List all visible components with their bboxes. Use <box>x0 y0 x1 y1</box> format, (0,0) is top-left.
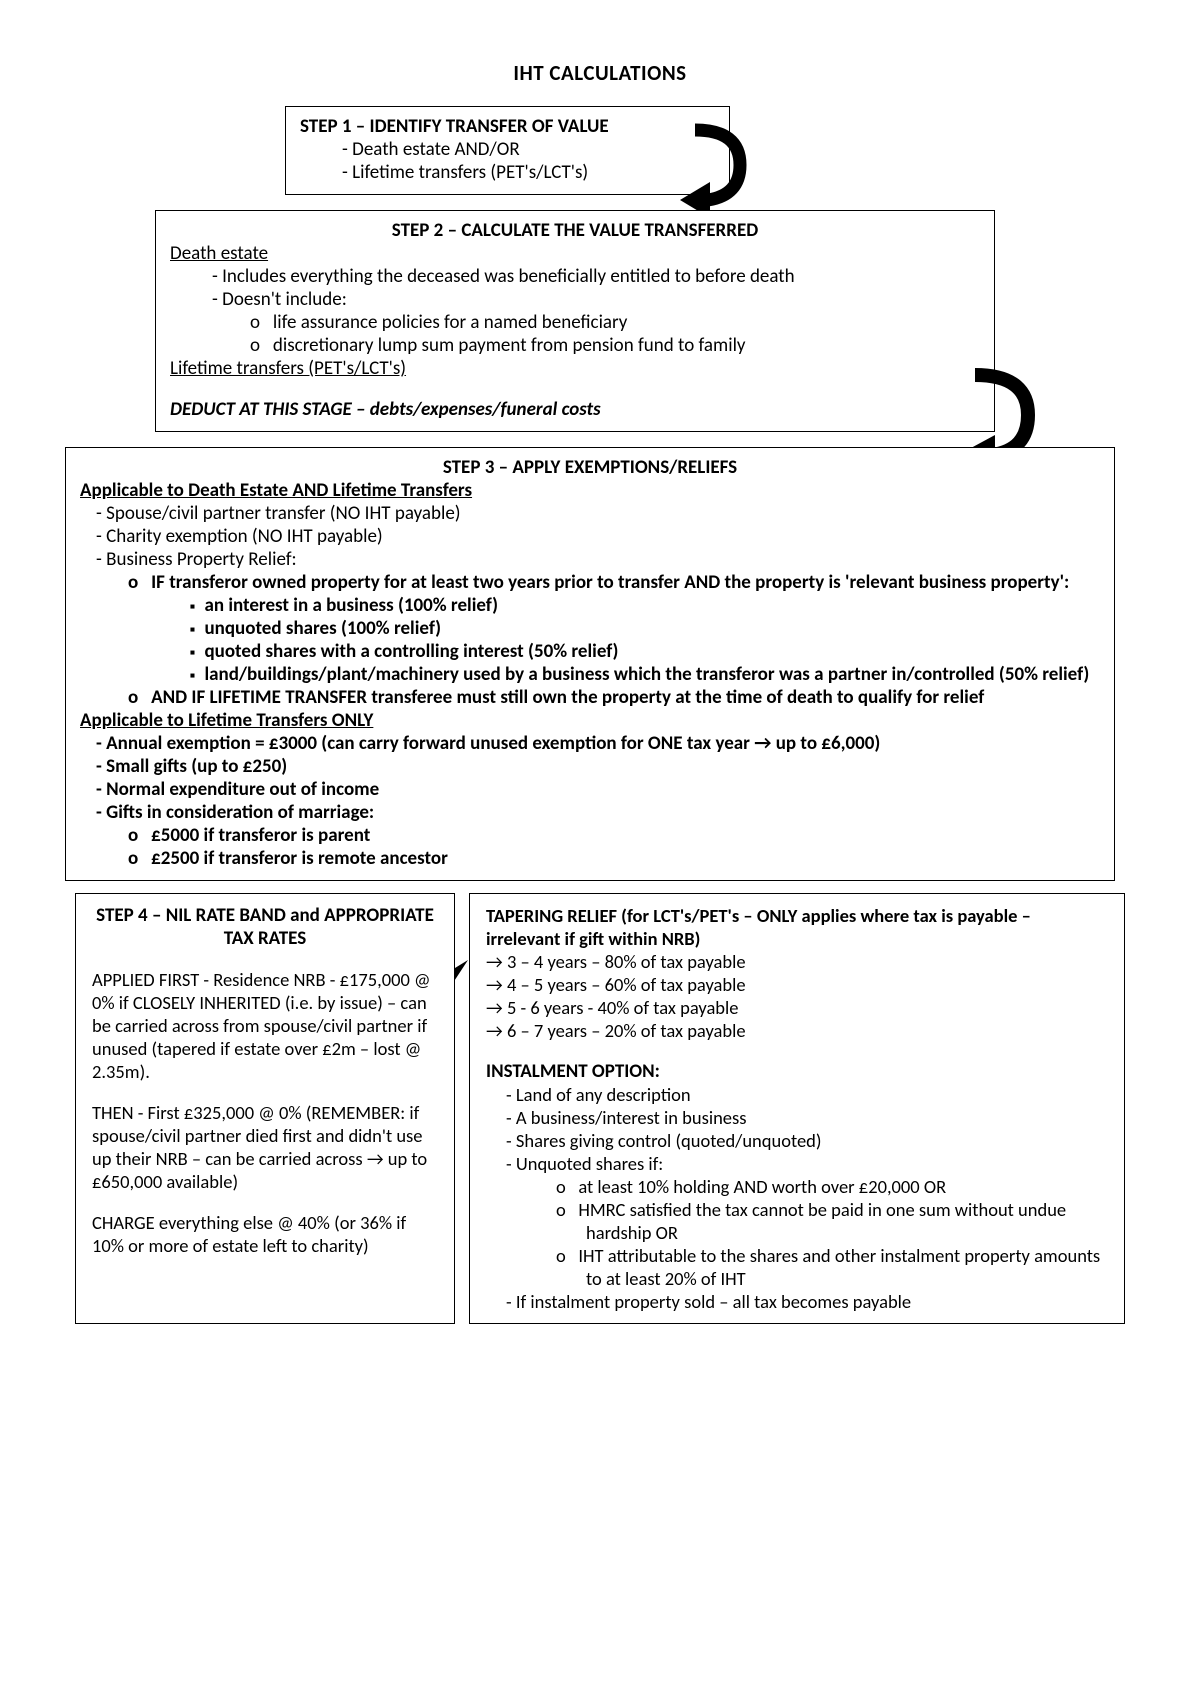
tapering-band: 5 - 6 years - 40% of tax payable <box>486 996 1108 1019</box>
tapering-header: TAPERING RELIEF (for LCT's/PET's – ONLY … <box>486 904 1108 950</box>
step3-bpr-types: an interest in a business (100% relief) … <box>80 594 1100 686</box>
list-item: IHT attributable to the shares and other… <box>486 1244 1108 1290</box>
tapering-band: 3 – 4 years – 80% of tax payable <box>486 950 1108 973</box>
step3-bpr-if: IF transferor owned property for at leas… <box>80 571 1100 594</box>
list-item: Death estate AND/OR <box>300 138 715 161</box>
list-item: £5000 if transferor is parent <box>80 824 1100 847</box>
instalment-list: Land of any description A business/inter… <box>486 1083 1108 1175</box>
step3-a-list: Spouse/civil partner transfer (NO IHT pa… <box>80 502 1100 571</box>
list-item: A business/interest in business <box>486 1106 1108 1129</box>
step4-p1: APPLIED FIRST - Residence NRB - £175,000… <box>92 968 438 1083</box>
tapering-band: 4 – 5 years – 60% of tax payable <box>486 973 1108 996</box>
list-item: If instalment property sold – all tax be… <box>486 1290 1108 1313</box>
list-item: Shares giving control (quoted/unquoted) <box>486 1129 1108 1152</box>
list-item: HMRC satisfied the tax cannot be paid in… <box>486 1198 1108 1244</box>
step2-death-estate-label: Death estate <box>170 242 980 265</box>
list-item: Includes everything the deceased was ben… <box>170 265 980 288</box>
step4-p3: CHARGE everything else @ 40% (or 36% if … <box>92 1211 438 1257</box>
list-item: Normal expenditure out of income <box>80 778 1100 801</box>
step2-deduct: DEDUCT AT THIS STAGE – debts/expenses/fu… <box>170 398 980 421</box>
list-item: Annual exemption = £3000 (can carry forw… <box>80 732 1100 755</box>
step3-bpr-andif: AND IF LIFETIME TRANSFER transferee must… <box>80 686 1100 709</box>
step1-header: STEP 1 – IDENTIFY TRANSFER OF VALUE <box>300 115 715 138</box>
list-item: Charity exemption (NO IHT payable) <box>80 525 1100 548</box>
step4-header: STEP 4 – NIL RATE BAND and APPROPRIATE T… <box>92 904 438 950</box>
list-item: IF transferor owned property for at leas… <box>80 571 1100 594</box>
step3-b-list: Annual exemption = £3000 (can carry forw… <box>80 732 1100 824</box>
step1-box: STEP 1 – IDENTIFY TRANSFER OF VALUE Deat… <box>285 106 730 195</box>
step4-row: STEP 4 – NIL RATE BAND and APPROPRIATE T… <box>75 893 1125 1324</box>
list-item: Spouse/civil partner transfer (NO IHT pa… <box>80 502 1100 525</box>
step2-death-list: Includes everything the deceased was ben… <box>170 265 980 311</box>
step3-section-a-label: Applicable to Death Estate AND Lifetime … <box>80 479 1100 502</box>
unquoted-conditions: at least 10% holding AND worth over £20,… <box>486 1175 1108 1290</box>
step3-marriage-list: £5000 if transferor is parent £2500 if t… <box>80 824 1100 870</box>
list-item: Lifetime transfers (PET's/LCT's) <box>300 161 715 184</box>
page: IHT CALCULATIONS STEP 1 – IDENTIFY TRANS… <box>0 0 1200 1698</box>
step2-box: STEP 2 – CALCULATE THE VALUE TRANSFERRED… <box>155 210 995 432</box>
list-item: unquoted shares (100% relief) <box>80 617 1100 640</box>
step2-header: STEP 2 – CALCULATE THE VALUE TRANSFERRED <box>170 219 980 242</box>
step2-lifetime-label: Lifetime transfers (PET's/LCT's) <box>170 357 980 380</box>
list-item: life assurance policies for a named bene… <box>170 311 980 334</box>
list-item: Small gifts (up to £250) <box>80 755 1100 778</box>
step3-box: STEP 3 – APPLY EXEMPTIONS/RELIEFS Applic… <box>65 447 1115 881</box>
list-item: £2500 if transferor is remote ancestor <box>80 847 1100 870</box>
instalment-header: INSTALMENT OPTION: <box>486 1060 1108 1083</box>
list-item: an interest in a business (100% relief) <box>80 594 1100 617</box>
instalment-sold: If instalment property sold – all tax be… <box>486 1290 1108 1313</box>
step3-section-b-label: Applicable to Lifetime Transfers ONLY <box>80 709 1100 732</box>
list-item: AND IF LIFETIME TRANSFER transferee must… <box>80 686 1100 709</box>
list-item: Land of any description <box>486 1083 1108 1106</box>
page-title: IHT CALCULATIONS <box>75 60 1125 86</box>
list-item: Gifts in consideration of marriage: <box>80 801 1100 824</box>
list-item: at least 10% holding AND worth over £20,… <box>486 1175 1108 1198</box>
step2-death-excludes: life assurance policies for a named bene… <box>170 311 980 357</box>
list-item: Business Property Relief: <box>80 548 1100 571</box>
list-item: Unquoted shares if: <box>486 1152 1108 1175</box>
step3-header: STEP 3 – APPLY EXEMPTIONS/RELIEFS <box>80 456 1100 479</box>
list-item: quoted shares with a controlling interes… <box>80 640 1100 663</box>
step4-box: STEP 4 – NIL RATE BAND and APPROPRIATE T… <box>75 893 455 1324</box>
list-item: discretionary lump sum payment from pens… <box>170 334 980 357</box>
list-item: land/buildings/plant/machinery used by a… <box>80 663 1100 686</box>
tapering-box: TAPERING RELIEF (for LCT's/PET's – ONLY … <box>469 893 1125 1324</box>
step4-p2: THEN - First £325,000 @ 0% (REMEMBER: if… <box>92 1101 438 1193</box>
tapering-band: 6 – 7 years – 20% of tax payable <box>486 1019 1108 1042</box>
step1-list: Death estate AND/OR Lifetime transfers (… <box>300 138 715 184</box>
list-item: Doesn't include: <box>170 288 980 311</box>
